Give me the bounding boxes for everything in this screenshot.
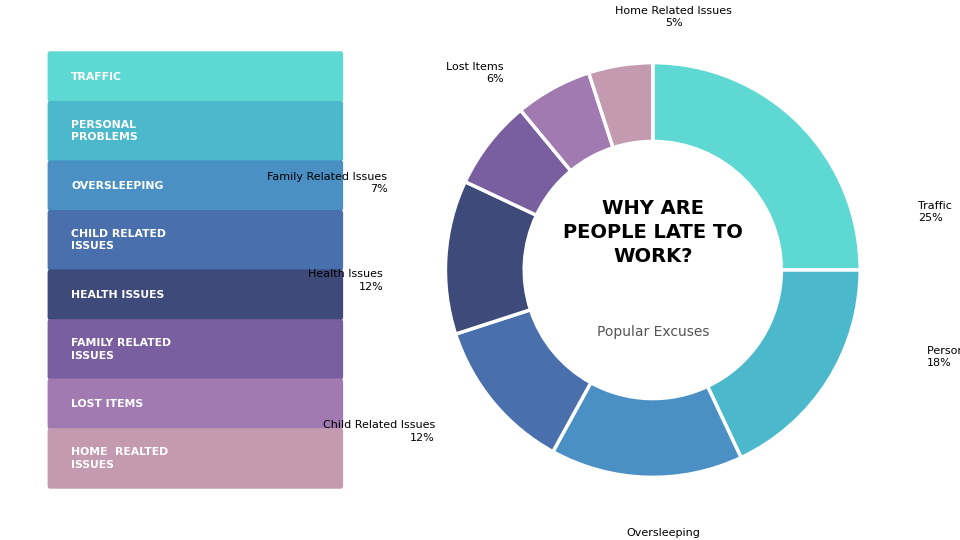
Wedge shape [653,63,860,270]
FancyBboxPatch shape [48,101,343,161]
FancyBboxPatch shape [48,210,343,271]
Text: LOST ITEMS: LOST ITEMS [71,399,143,409]
FancyBboxPatch shape [48,428,343,489]
Text: FAMILY RELATED
ISSUES: FAMILY RELATED ISSUES [71,338,171,361]
Text: Health Issues
12%: Health Issues 12% [308,269,383,292]
Text: Traffic
25%: Traffic 25% [918,200,952,224]
FancyBboxPatch shape [48,319,343,380]
Text: Child Related Issues
12%: Child Related Issues 12% [323,420,435,443]
Text: Home Related Issues
5%: Home Related Issues 5% [615,5,732,29]
Wedge shape [553,383,741,477]
Text: Oversleeping
15%: Oversleeping 15% [626,528,700,540]
Wedge shape [708,270,860,457]
Text: OVERSLEEPING: OVERSLEEPING [71,181,163,191]
Text: TRAFFIC: TRAFFIC [71,72,122,82]
Wedge shape [588,63,653,148]
Wedge shape [520,73,613,171]
Text: Family Related Issues
7%: Family Related Issues 7% [268,172,388,194]
FancyBboxPatch shape [48,160,343,211]
FancyBboxPatch shape [48,269,343,320]
Wedge shape [456,310,590,452]
FancyBboxPatch shape [48,51,343,102]
Wedge shape [445,182,537,334]
Text: HOME  REALTED
ISSUES: HOME REALTED ISSUES [71,447,168,470]
Wedge shape [466,110,571,215]
Text: Personal Problems
18%: Personal Problems 18% [926,346,960,368]
Text: HEALTH ISSUES: HEALTH ISSUES [71,290,164,300]
Text: Popular Excuses: Popular Excuses [596,325,709,339]
FancyBboxPatch shape [48,379,343,429]
Text: PERSONAL
PROBLEMS: PERSONAL PROBLEMS [71,120,137,143]
Text: CHILD RELATED
ISSUES: CHILD RELATED ISSUES [71,229,166,252]
Text: WHY ARE
PEOPLE LATE TO
WORK?: WHY ARE PEOPLE LATE TO WORK? [563,199,743,266]
Text: Lost Items
6%: Lost Items 6% [446,62,503,84]
